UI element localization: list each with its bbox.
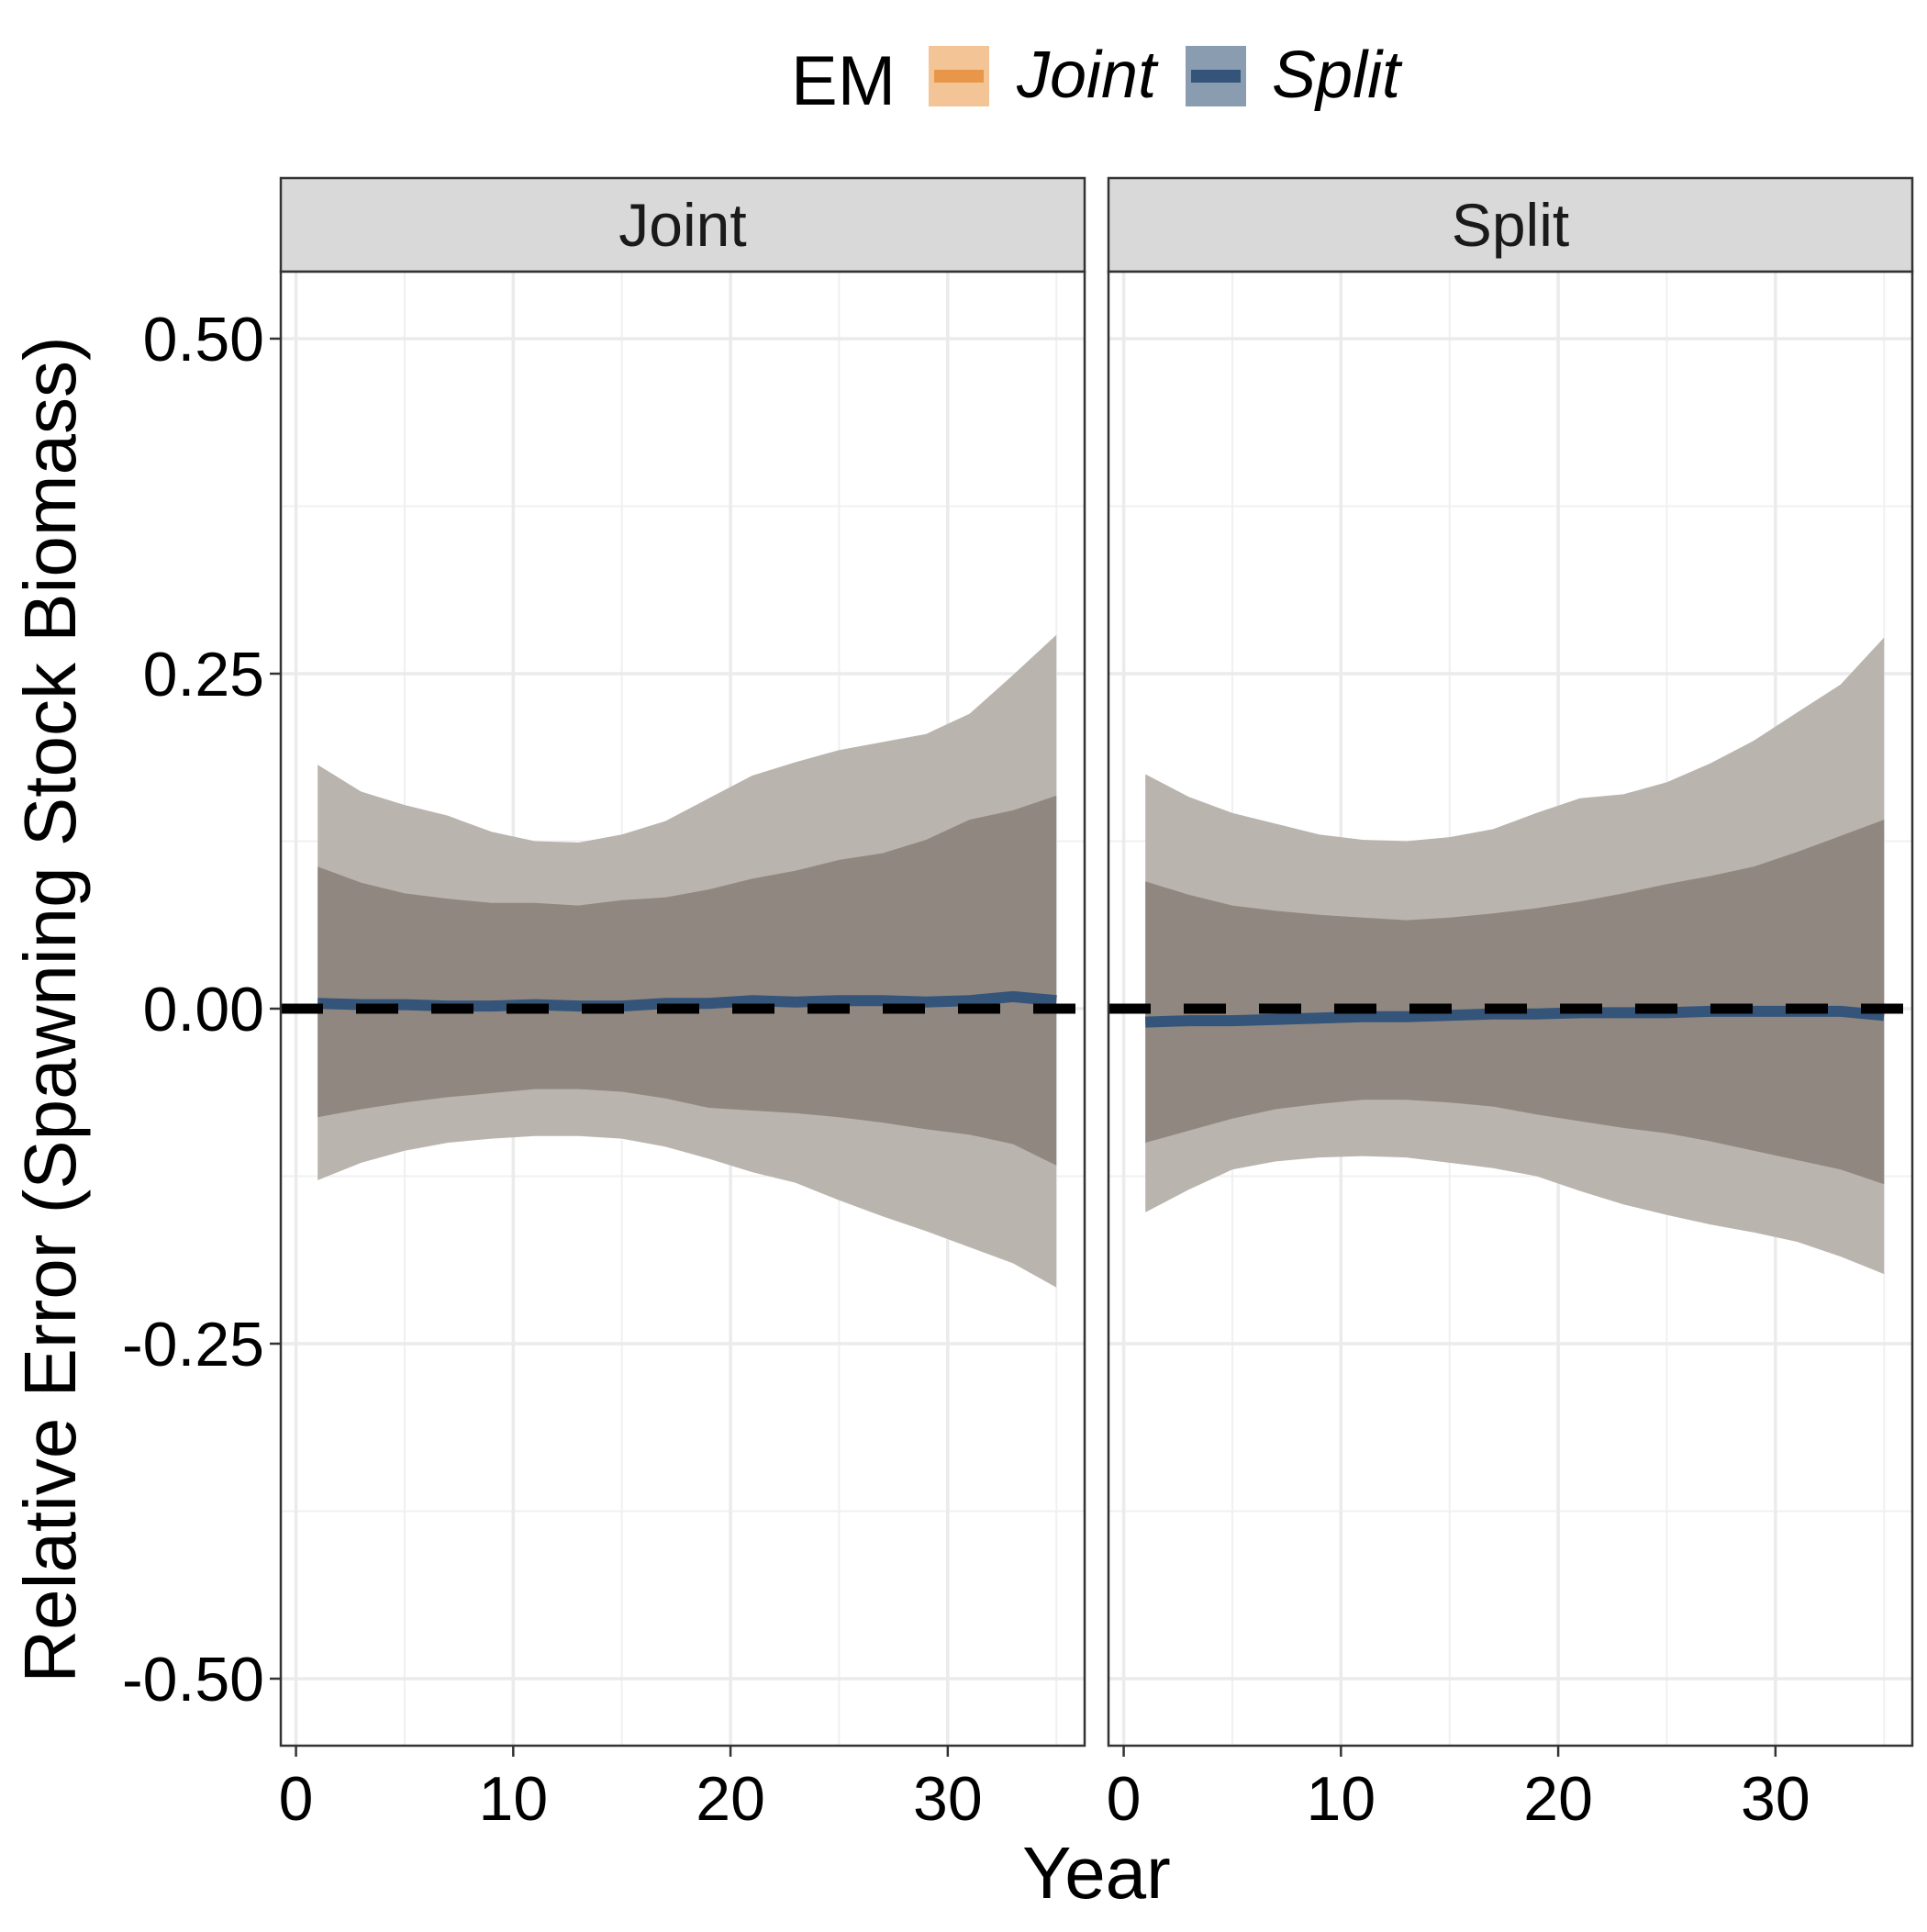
panel-joint-x-tick-label: 30 — [913, 1764, 983, 1834]
y-tick-label: 0.25 — [143, 640, 264, 709]
panel-split-median-line-split — [1145, 1005, 1885, 1028]
panel-joint-strip-label: Joint — [618, 191, 746, 259]
panel-joint-strip — [279, 176, 1086, 274]
panel-joint-x-tick-label: 0 — [279, 1764, 314, 1834]
panel-split-border — [1107, 270, 1914, 1748]
panel-split: Split 0 10 20 30 — [1107, 176, 1914, 1834]
y-tick-label: -0.50 — [122, 1645, 264, 1714]
y-tick-label: 0.50 — [143, 305, 264, 374]
panel-split-inner-interval-band — [1145, 820, 1885, 1185]
legend-label-split: Split — [1272, 39, 1403, 112]
y-tick-label: 0.00 — [143, 975, 264, 1044]
panel-split-x-tick-label: 30 — [1741, 1764, 1810, 1834]
panel-split-x-tick-label: 0 — [1107, 1764, 1142, 1834]
panel-joint-inner-interval-band — [317, 795, 1057, 1166]
y-tick-label: -0.25 — [122, 1310, 264, 1379]
legend-label-joint: Joint — [1016, 39, 1159, 112]
panel-joint-x-tick-label: 10 — [479, 1764, 549, 1834]
panel-split-x-tick-label: 20 — [1523, 1764, 1593, 1834]
panel-split-strip-label: Split — [1452, 191, 1569, 259]
panel-split-x-tick-label: 10 — [1307, 1764, 1376, 1834]
panel-joint: Joint 0 10 20 30 — [279, 176, 1086, 1834]
y-axis-title: Relative Error (Spawning Stock Biomass) — [9, 336, 91, 1682]
panel-joint-x-tick-label: 20 — [696, 1764, 765, 1834]
x-axis-title: Year — [1022, 1832, 1171, 1914]
legend-title: EM — [791, 42, 896, 120]
